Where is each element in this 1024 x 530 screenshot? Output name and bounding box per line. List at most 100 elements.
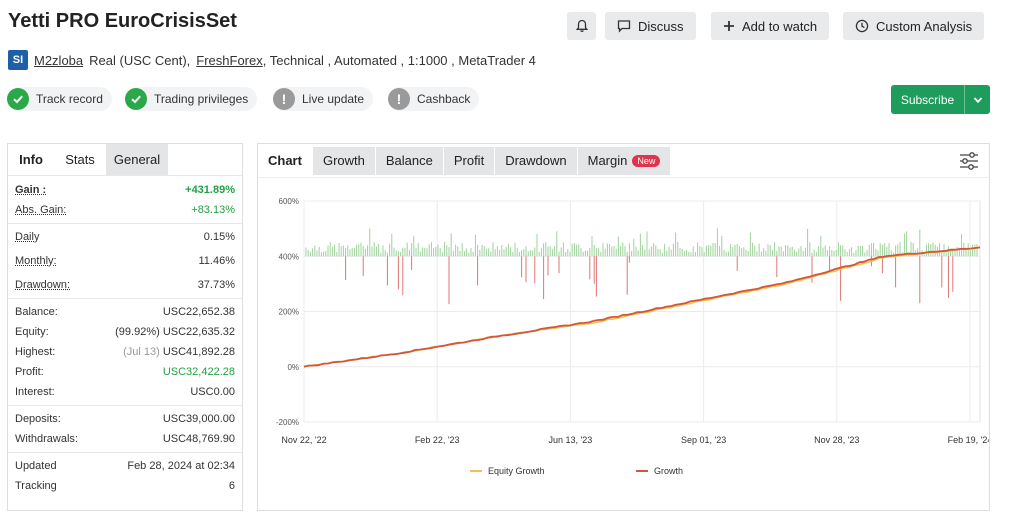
badge-live-update[interactable]: ! Live update [273,87,374,111]
badge-cashback[interactable]: ! Cashback [388,87,480,111]
stat-value: USC22,652.38 [162,306,235,318]
tab-growth[interactable]: Growth [312,146,375,175]
stat-value: +83.13% [191,204,235,216]
badge-track-record[interactable]: Track record [7,87,112,111]
system-details: , Technical , Automated , 1:1000 , MetaT… [262,52,536,68]
stat-label: Monthly: [15,255,57,267]
plus-icon [724,21,734,31]
stat-value: 0.15% [203,231,235,243]
x-tick-label: Feb 22, '23 [415,435,460,445]
broker-logo: SI [8,50,28,70]
exclamation-icon: ! [388,88,410,110]
stats-panel: Info Stats General Gain : +431.89% Abs. … [7,143,243,511]
x-tick-label: Nov 28, '23 [814,435,859,445]
legend-growth-label: Growth [654,466,683,476]
stat-label: Abs. Gain: [15,204,67,216]
stat-value: +431.89% [185,184,235,196]
growth-chart: 600% 400% 200% 0% -200% Nov 22, '22 Feb 22, '2… [276,197,989,476]
tab-margin[interactable]: Margin New [577,146,671,175]
stat-value: 37.73% [197,279,235,291]
stat-label: Updated [15,460,57,472]
stat-deposits: Deposits: USC39,000.00 [8,409,242,429]
stat-highest: Highest: (Jul 13) USC41,892.28 [8,342,242,362]
stat-label: Drawdown: [15,279,71,291]
y-tick-label: 400% [279,252,299,261]
y-tick-label: -200% [276,418,299,427]
stat-profit: Profit: USC32,422.28 [8,362,242,382]
custom-analysis-button[interactable]: Custom Analysis [843,12,985,40]
chart-settings-button[interactable] [959,152,979,173]
stat-abs-gain: Abs. Gain: +83.13% [8,200,242,220]
tab-drawdown[interactable]: Drawdown [495,146,577,175]
tab-margin-label: Margin [587,153,628,168]
stat-percent: (99.92%) [115,326,160,338]
stat-value: USC48,769.90 [162,433,235,445]
stat-value: USC39,000.00 [162,413,235,425]
stat-date: (Jul 13) [123,346,160,358]
tab-stats[interactable]: Stats [54,144,106,175]
stat-label: Interest: [15,386,55,398]
stat-value: USC0.00 [190,386,235,398]
stat-equity: Equity: (99.92%) USC22,635.32 [8,322,242,342]
author-link[interactable]: M2zloba [34,52,84,68]
clock-icon [855,19,869,33]
subscribe-dropdown-toggle[interactable] [964,85,990,114]
growth-line [303,246,981,368]
chart-panel: Chart Growth Balance Profit Drawdown Mar… [257,143,990,511]
stats-tabs: Info Stats General [8,144,242,176]
exclamation-icon: ! [273,88,295,110]
stat-drawdown: Drawdown: 37.73% [8,275,242,295]
system-meta: SI M2zloba Real (USC Cent), FreshForex ,… [8,50,536,70]
tab-profit[interactable]: Profit [443,146,495,175]
sliders-icon [960,152,978,170]
add-to-watch-button[interactable]: Add to watch [711,12,830,40]
custom-analysis-label: Custom Analysis [876,18,973,34]
broker-link[interactable]: FreshForex [196,52,263,68]
page-title: Yetti PRO EuroCrisisSet [8,10,237,32]
account-type: Real (USC Cent), [89,52,191,68]
subscribe-button[interactable]: Subscribe [891,85,990,114]
x-tick-label: Nov 22, '22 [281,435,326,445]
stat-label: Balance: [15,306,58,318]
bell-icon [575,19,588,33]
comment-icon [617,20,631,33]
stat-value: 11.46% [198,255,236,267]
stat-daily: Daily 0.15% [8,227,242,247]
stat-updated: Updated Feb 28, 2024 at 02:34 [8,456,242,476]
stat-interest: Interest: USC0.00 [8,382,242,402]
add-to-watch-label: Add to watch [742,18,818,34]
stat-label: Highest: [15,346,56,358]
y-tick-label: 200% [279,308,299,317]
check-icon [125,88,147,110]
stat-label: Equity: [15,326,49,338]
stat-value: Feb 28, 2024 at 02:34 [127,460,235,472]
stat-withdrawals: Withdrawals: USC48,769.90 [8,429,242,449]
badge-live-label: Live update [302,92,365,106]
y-tick-label: 0% [287,363,299,372]
stat-label: Daily [15,231,40,243]
tab-chart[interactable]: Chart [268,153,302,168]
tab-balance[interactable]: Balance [375,146,443,175]
tab-general[interactable]: General [106,144,168,175]
badge-trading-privileges[interactable]: Trading privileges [125,87,258,111]
new-badge: New [632,154,661,167]
y-tick-label: 600% [279,197,299,206]
badge-track-label: Track record [36,92,103,106]
chevron-down-icon [973,96,982,103]
stat-label: Tracking [15,480,57,492]
stat-tracking: Tracking 6 [8,476,242,496]
discuss-label: Discuss [638,18,684,34]
x-tick-label: Sep 01, '23 [681,435,726,445]
discuss-button[interactable]: Discuss [605,12,696,40]
chart-tabs: Chart Growth Balance Profit Drawdown Mar… [258,144,989,178]
stat-gain: Gain : +431.89% [8,180,242,200]
stat-label: Deposits: [15,413,61,425]
stat-monthly: Monthly: 11.46% [8,251,242,271]
stat-label: Gain : [15,184,47,196]
stat-value: USC22,635.32 [162,326,235,338]
badge-privileges-label: Trading privileges [154,92,249,106]
notification-button[interactable] [567,12,596,40]
subscribe-label: Subscribe [900,92,955,107]
tab-info[interactable]: Info [19,152,43,167]
stat-label: Withdrawals: [15,433,78,445]
